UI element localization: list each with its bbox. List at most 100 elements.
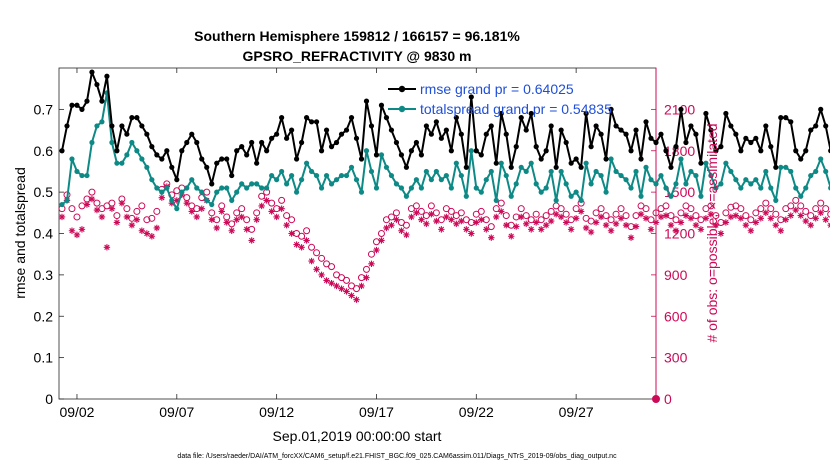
- possible-obs-point: [392, 209, 400, 217]
- series-rmse-point: [538, 156, 544, 162]
- series-totalspread-point: [623, 177, 629, 183]
- assimilated-obs-point: [123, 213, 131, 221]
- assimilated-obs-point: [418, 216, 425, 223]
- series-rmse-point: [84, 98, 90, 104]
- legend-spread-label: totalspread grand pr = 0.54835: [420, 101, 612, 117]
- series-rmse-point: [638, 156, 644, 162]
- series-totalspread-point: [353, 177, 360, 183]
- y-tick-label: 0.1: [34, 350, 54, 366]
- possible-obs-point: [662, 202, 670, 210]
- series-rmse-point: [803, 148, 809, 154]
- assimilated-obs-point: [343, 288, 350, 295]
- assimilated-obs-point: [662, 212, 670, 219]
- series-totalspread-point: [438, 177, 444, 183]
- series-totalspread-point: [473, 185, 479, 191]
- series-totalspread-point: [159, 189, 165, 195]
- series-totalspread-point: [259, 185, 265, 191]
- assimilated-obs-point: [298, 244, 305, 251]
- series-totalspread-point: [773, 197, 779, 203]
- series-totalspread-point: [234, 189, 240, 195]
- possible-obs-point: [812, 205, 820, 213]
- series-rmse-point: [498, 110, 504, 117]
- assimilated-obs-point: [582, 224, 590, 232]
- series-totalspread-point: [728, 168, 734, 175]
- series-rmse-point: [523, 127, 529, 133]
- series-totalspread-point: [703, 160, 709, 166]
- assimilated-obs-point: [388, 222, 395, 229]
- series-totalspread-point: [588, 181, 594, 187]
- series-rmse-point: [443, 127, 449, 133]
- series-totalspread-point: [119, 160, 125, 166]
- possible-obs-point: [652, 209, 660, 217]
- assimilated-obs-point: [148, 233, 156, 240]
- assimilated-obs-point: [647, 226, 655, 233]
- assimilated-obs-point: [428, 210, 435, 218]
- series-totalspread-point: [254, 181, 260, 187]
- possible-obs-point: [68, 205, 76, 213]
- series-rmse-point: [783, 115, 789, 121]
- series-totalspread-point: [79, 172, 85, 179]
- possible-obs-point: [303, 227, 311, 235]
- series-totalspread-point: [64, 197, 70, 203]
- y-tick-label: 0.5: [34, 184, 54, 200]
- series-rmse-point: [104, 73, 110, 79]
- series-rmse-point: [373, 152, 380, 158]
- series-totalspread-point: [229, 197, 235, 203]
- series-rmse-point: [294, 156, 300, 162]
- series-totalspread-point: [59, 201, 65, 208]
- assimilated-obs-point: [383, 224, 390, 232]
- series-totalspread-point: [653, 181, 659, 187]
- series-totalspread-point: [553, 197, 559, 203]
- y-tick-label: 0.2: [34, 308, 54, 324]
- assimilated-obs-point: [88, 195, 96, 203]
- assimilated-obs-point: [732, 212, 740, 219]
- series-rmse-point: [503, 131, 509, 137]
- series-totalspread-point: [129, 139, 135, 146]
- series-totalspread-point: [763, 168, 769, 175]
- assimilated-obs-point: [373, 246, 380, 254]
- series-totalspread-point: [678, 156, 684, 162]
- legend: rmse grand pr = 0.64025 totalspread gran…: [388, 81, 612, 117]
- series-rmse-point: [114, 148, 120, 154]
- series-totalspread-point: [498, 160, 504, 166]
- series-rmse-point: [763, 123, 769, 129]
- series-rmse-point: [698, 160, 704, 166]
- x-tick-label: 09/27: [559, 404, 594, 420]
- series-rmse-point: [353, 135, 360, 141]
- series-rmse-point: [808, 127, 814, 133]
- series-rmse-point: [458, 131, 464, 137]
- possible-obs-point: [707, 202, 715, 210]
- series-totalspread-point: [753, 177, 759, 183]
- series-totalspread-point: [204, 197, 210, 203]
- series-totalspread-point: [743, 177, 749, 183]
- series-rmse-point: [718, 144, 724, 150]
- series-rmse-point: [129, 115, 135, 121]
- x-axis: 09/02 09/07 09/12 09/17 09/22 09/27: [59, 68, 594, 420]
- assimilated-obs-point: [528, 226, 535, 233]
- series-totalspread-point: [358, 189, 365, 195]
- series-rmse-point: [513, 144, 519, 150]
- assimilated-obs-point: [577, 208, 585, 215]
- series-totalspread-point: [513, 181, 519, 187]
- assimilated-obs-point: [158, 194, 166, 201]
- possible-obs-point: [527, 216, 535, 224]
- series-rmse-point: [713, 148, 719, 154]
- assimilated-obs-point: [173, 197, 181, 204]
- series-totalspread-point: [433, 168, 439, 175]
- possible-obs-point: [592, 209, 600, 217]
- series-totalspread-point: [403, 193, 410, 199]
- series-totalspread-point: [633, 168, 639, 175]
- series-rmse-point: [658, 131, 664, 137]
- series-totalspread-point: [468, 148, 474, 154]
- series-totalspread-point: [503, 172, 509, 179]
- assimilated-obs-point: [348, 292, 355, 299]
- assimilated-obs-point: [592, 219, 600, 226]
- series-rmse-point: [628, 148, 634, 154]
- assimilated-obs-point: [378, 237, 385, 244]
- assimilated-obs-point: [138, 227, 146, 234]
- possible-obs-point: [802, 207, 810, 215]
- chart-title: Southern Hemisphere 159812 / 166157 = 96…: [194, 28, 520, 44]
- series-totalspread-point: [758, 185, 764, 191]
- series-totalspread-point: [478, 189, 484, 195]
- assimilated-obs-point: [627, 234, 635, 241]
